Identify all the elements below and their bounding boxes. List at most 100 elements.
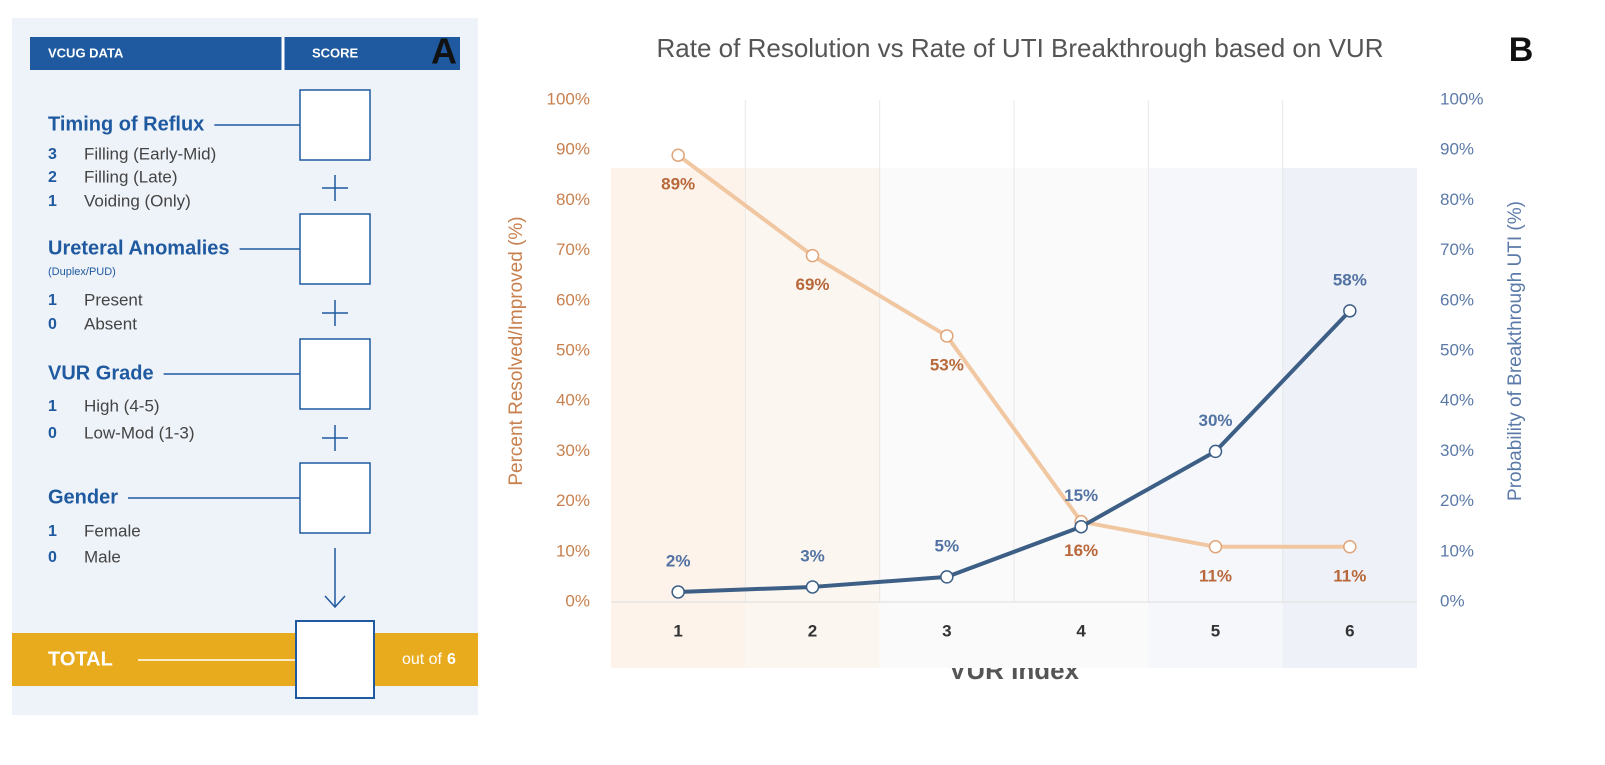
item-score: 1 xyxy=(48,193,57,210)
value-label: 89% xyxy=(661,175,695,194)
header-left: VCUG DATA xyxy=(48,45,124,60)
y-tick-label: 10% xyxy=(556,541,590,560)
x-tick-label: 4 xyxy=(1076,621,1086,640)
point-marker xyxy=(1208,540,1223,554)
y2-tick-label: 60% xyxy=(1440,290,1474,309)
score-box xyxy=(299,89,371,161)
y2-tick-label: 90% xyxy=(1440,140,1474,159)
point-marker xyxy=(940,329,954,343)
value-label: 30% xyxy=(1198,411,1232,430)
item-score: 3 xyxy=(48,146,57,163)
x-tick-label: 6 xyxy=(1345,621,1354,640)
y2-tick-label: 10% xyxy=(1440,541,1474,560)
item-score: 0 xyxy=(48,549,57,566)
score-box xyxy=(299,462,371,534)
item-score: 0 xyxy=(48,316,57,333)
item-score: 0 xyxy=(48,425,57,442)
item-label: Male xyxy=(84,547,121,566)
total-suffix: out of xyxy=(402,651,443,668)
item-label: Filling (Late) xyxy=(84,167,178,186)
y2-tick-label: 100% xyxy=(1440,89,1483,108)
point-marker xyxy=(1343,540,1357,554)
panel-label: A xyxy=(431,31,457,72)
y2-tick-label: 0% xyxy=(1440,591,1465,610)
x-tick-label: 3 xyxy=(942,621,951,640)
item-label: Filling (Early-Mid) xyxy=(84,144,216,163)
item-score: 1 xyxy=(48,292,57,309)
y-tick-label: 40% xyxy=(556,391,590,410)
y-tick-label: 0% xyxy=(565,591,590,610)
section-subtitle: (Duplex/PUD) xyxy=(48,266,116,278)
y-tick-label: 30% xyxy=(556,441,590,460)
y-tick-label: 50% xyxy=(556,340,590,359)
y2-tick-label: 80% xyxy=(1440,190,1474,209)
point-marker xyxy=(1208,444,1223,459)
item-label: Absent xyxy=(84,314,137,333)
total-box xyxy=(295,620,375,699)
value-label: 58% xyxy=(1333,270,1367,289)
section-title: VUR Grade xyxy=(48,362,154,384)
y-tick-label: 80% xyxy=(556,190,590,209)
value-label: 15% xyxy=(1064,486,1098,505)
section-title: Timing of Reflux xyxy=(48,113,204,135)
panel-label: B xyxy=(1509,31,1534,69)
y-tick-label: 100% xyxy=(547,89,590,108)
item-score: 2 xyxy=(48,169,57,186)
y-tick-label: 60% xyxy=(556,290,590,309)
y2-tick-label: 30% xyxy=(1440,441,1474,460)
band-background xyxy=(879,168,1014,668)
header-right: SCORE xyxy=(312,45,359,60)
header-bar xyxy=(30,37,460,70)
value-label: 3% xyxy=(800,546,825,565)
total-max: 6 xyxy=(447,651,456,668)
section-title: Gender xyxy=(48,486,118,508)
item-label: Present xyxy=(84,290,143,309)
value-label: 5% xyxy=(935,536,960,555)
panel-a-background xyxy=(12,18,478,715)
x-tick-label: 2 xyxy=(808,621,817,640)
band-background xyxy=(1148,168,1283,668)
y2-tick-label: 40% xyxy=(1440,391,1474,410)
point-marker xyxy=(805,580,820,594)
item-score: 1 xyxy=(48,398,57,415)
point-marker xyxy=(671,585,685,599)
point-marker xyxy=(1343,304,1357,318)
section-title: Ureteral Anomalies xyxy=(48,237,230,259)
band-background xyxy=(1014,168,1149,668)
value-label: 11% xyxy=(1199,566,1232,585)
item-label: Voiding (Only) xyxy=(84,191,191,210)
y-tick-label: 70% xyxy=(556,240,590,259)
y2-tick-label: 50% xyxy=(1440,340,1474,359)
y-axis-label: Percent Resolved/Improved (%) xyxy=(506,216,527,485)
score-box xyxy=(299,338,371,410)
point-marker xyxy=(671,148,685,162)
y-tick-label: 20% xyxy=(556,491,590,510)
y2-tick-label: 20% xyxy=(1440,491,1474,510)
y2-tick-label: 70% xyxy=(1440,240,1474,259)
band-background xyxy=(1282,168,1417,668)
band-background xyxy=(611,168,746,668)
total-label: TOTAL xyxy=(48,648,113,670)
arrow-head xyxy=(324,595,346,609)
item-label: Low-Mod (1-3) xyxy=(84,423,195,442)
series-line xyxy=(678,309,1352,594)
y2-axis-label: Probability of Breakthrough UTI (%) xyxy=(1505,201,1526,501)
item-label: Female xyxy=(84,521,141,540)
score-box xyxy=(299,213,371,285)
value-label: 69% xyxy=(795,275,829,294)
value-label: 11% xyxy=(1333,566,1366,585)
point-marker xyxy=(940,570,954,584)
x-tick-label: 1 xyxy=(673,621,682,640)
value-label: 53% xyxy=(930,355,964,374)
point-marker xyxy=(1074,519,1088,534)
x-tick-label: 5 xyxy=(1211,621,1220,640)
value-label: 2% xyxy=(666,551,691,570)
y-tick-label: 90% xyxy=(556,140,590,159)
point-marker xyxy=(805,248,820,263)
item-label: High (4-5) xyxy=(84,396,160,415)
value-label: 16% xyxy=(1064,541,1098,560)
chart-title: Rate of Resolution vs Rate of UTI Breakt… xyxy=(657,33,1384,63)
item-score: 1 xyxy=(48,523,57,540)
